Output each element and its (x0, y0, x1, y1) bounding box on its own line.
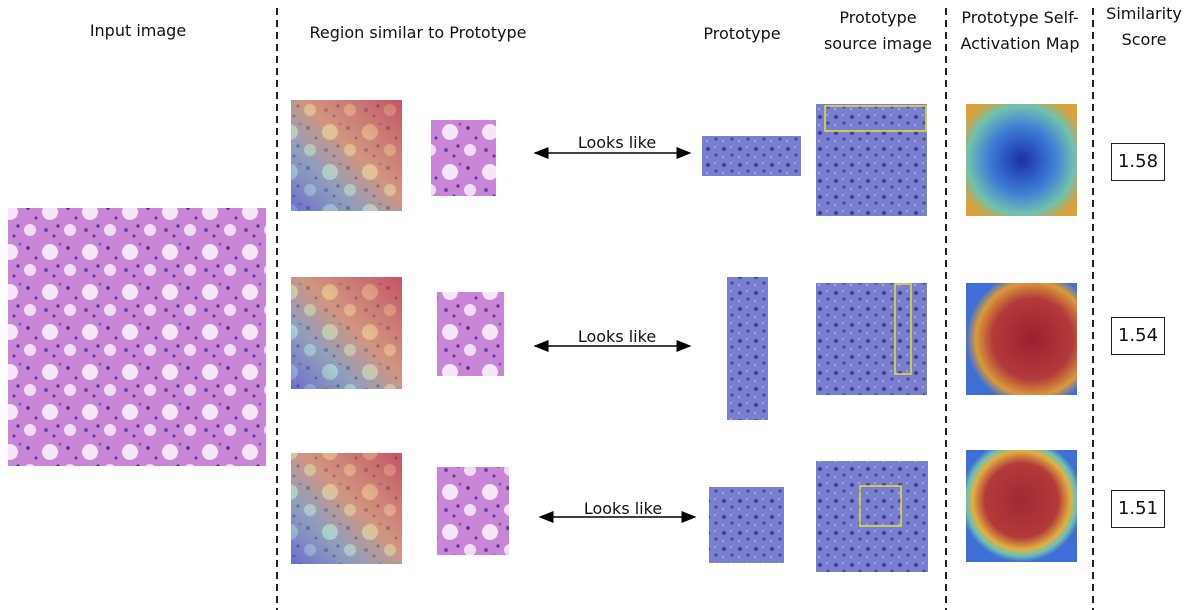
header: Prototype source image (823, 5, 933, 57)
relation-label: Looks like (584, 496, 662, 522)
row-3 (291, 450, 1077, 572)
similarity-score: 1.51 (1111, 490, 1165, 528)
relation-label: Looks like (578, 324, 656, 350)
figure: Input image Region similar to Prototype … (0, 0, 1197, 610)
header: Similarity Score (1104, 1, 1184, 53)
row-1 (291, 100, 1077, 216)
header: Input image (90, 18, 186, 44)
header: Prototype Self-Activation Map (950, 5, 1090, 57)
similarity-score: 1.58 (1111, 143, 1165, 181)
input-image (8, 208, 266, 466)
relation-label: Looks like (578, 130, 656, 156)
header: Prototype (703, 21, 780, 47)
similarity-score: 1.54 (1111, 317, 1165, 355)
row-2 (291, 277, 1077, 420)
header: Region similar to Prototype (288, 20, 548, 46)
